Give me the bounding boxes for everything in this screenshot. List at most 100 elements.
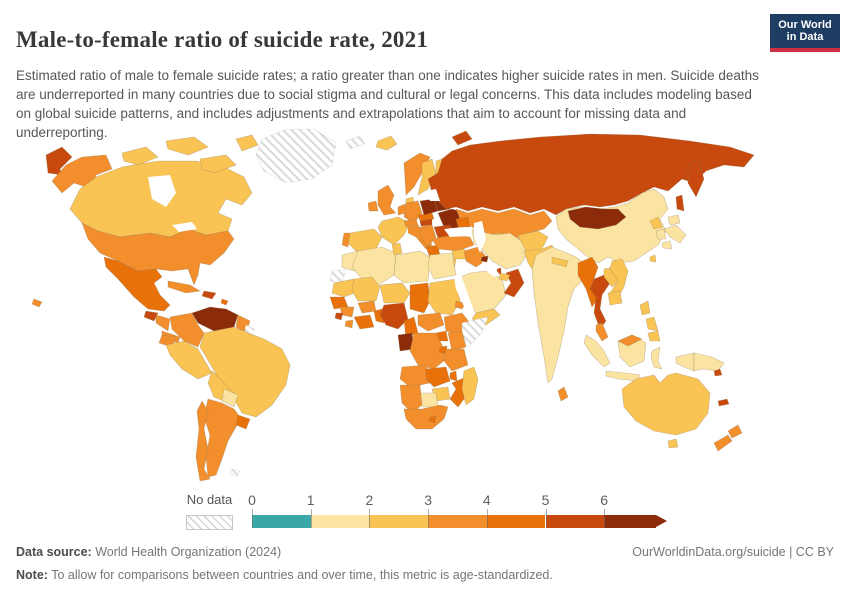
region-sulawesi[interactable] (650, 346, 663, 370)
region-uae[interactable] (498, 272, 511, 282)
region-hawaii[interactable] (31, 298, 43, 308)
region-nigeria[interactable] (379, 302, 409, 330)
legend-bin-2–3[interactable] (369, 515, 429, 528)
legend-bin-6+[interactable] (604, 515, 657, 528)
region-ireland[interactable] (367, 200, 379, 212)
region-sri-lanka[interactable] (557, 386, 569, 402)
region-chad[interactable] (409, 282, 431, 314)
region-sudan[interactable] (427, 278, 461, 316)
region-paraguay[interactable] (221, 388, 239, 408)
region-balkans[interactable] (419, 224, 437, 248)
region-sakhalin[interactable] (675, 194, 685, 212)
region-kamchatka[interactable] (687, 158, 705, 198)
region-philippines[interactable] (639, 300, 651, 316)
region-burkina-faso[interactable] (357, 300, 377, 314)
region-japan[interactable] (661, 240, 673, 250)
region-sweden[interactable] (417, 158, 437, 196)
legend-bin-3–4[interactable] (428, 515, 487, 528)
region-tanzania[interactable] (443, 348, 469, 372)
region-angola[interactable] (399, 364, 431, 388)
region-papua-new-guinea[interactable] (693, 352, 725, 372)
region-sierra-leone[interactable] (334, 312, 344, 321)
region-libya[interactable] (393, 250, 431, 284)
region-kenya[interactable] (447, 330, 467, 352)
region-canadian-arctic[interactable] (199, 154, 237, 174)
region-afghanistan[interactable] (517, 230, 549, 252)
region-north-korea[interactable] (649, 216, 663, 230)
region-canadian-arctic[interactable] (121, 146, 159, 166)
region-chile[interactable] (195, 400, 211, 482)
region-niger[interactable] (379, 282, 411, 304)
region-south-korea[interactable] (655, 228, 667, 240)
region-cuba[interactable] (167, 280, 201, 294)
region-iraq[interactable] (463, 246, 489, 268)
region-new-caledonia[interactable] (717, 398, 730, 407)
region-nepal[interactable] (551, 256, 569, 268)
region-svalbard[interactable] (345, 135, 366, 150)
region-oman[interactable] (503, 268, 525, 298)
legend-bin-0–1[interactable] (252, 515, 311, 528)
region-argentina[interactable] (203, 398, 241, 478)
region-guinea[interactable] (339, 306, 355, 318)
region-france[interactable] (377, 216, 411, 246)
legend-color-scale[interactable]: 0 1 2 3 4 5 6 (248, 492, 682, 530)
region-colombia[interactable] (169, 312, 205, 348)
region-kuwait[interactable] (480, 255, 489, 263)
region-india[interactable] (531, 246, 589, 384)
region-botswana[interactable] (419, 392, 439, 408)
region-malaysia-peninsula[interactable] (595, 322, 609, 342)
region-benelux[interactable] (397, 203, 407, 216)
region-tunisia[interactable] (391, 242, 403, 256)
legend-bin-1–2[interactable] (310, 515, 370, 528)
region-guatemala[interactable] (143, 310, 159, 322)
region-egypt[interactable] (427, 252, 457, 280)
region-cambodia[interactable] (607, 290, 623, 306)
region-philippines[interactable] (645, 316, 659, 332)
region-mexico[interactable] (103, 256, 171, 312)
region-australia[interactable] (621, 372, 711, 436)
region-solomon-islands[interactable] (713, 368, 723, 377)
region-borneo-malaysia[interactable] (617, 334, 643, 347)
region-central-african-republic[interactable] (417, 312, 445, 332)
region-cote-divoire-ghana[interactable] (353, 314, 375, 330)
region-iceland[interactable] (375, 135, 398, 151)
region-greenland[interactable] (255, 128, 337, 184)
region-russia-chukotka[interactable] (45, 146, 73, 176)
region-japan[interactable] (667, 214, 681, 226)
region-south-africa[interactable] (403, 404, 449, 430)
region-russia[interactable] (427, 133, 755, 216)
region-west-new-guinea[interactable] (675, 352, 695, 372)
region-hispaniola[interactable] (201, 290, 217, 300)
region-novaya-zemlya[interactable] (451, 130, 473, 146)
region-madagascar[interactable] (461, 366, 479, 406)
region-malawi[interactable] (449, 370, 458, 382)
region-iran[interactable] (477, 230, 529, 270)
region-germany[interactable] (403, 200, 423, 224)
region-tasmania[interactable] (667, 438, 679, 449)
region-canadian-arctic[interactable] (235, 134, 259, 152)
region-lesotho[interactable] (428, 415, 437, 424)
legend-no-data-swatch[interactable] (186, 515, 233, 530)
owid-logo[interactable]: Our World in Data (770, 14, 840, 52)
region-taiwan[interactable] (649, 254, 657, 263)
region-alaska[interactable] (51, 154, 113, 194)
region-zambia[interactable] (425, 366, 451, 388)
region-syria[interactable] (451, 248, 467, 260)
region-caribbean[interactable] (220, 298, 229, 306)
legend-bin-4–5[interactable] (486, 515, 546, 528)
region-uruguay[interactable] (235, 414, 251, 430)
region-mali[interactable] (351, 276, 381, 302)
region-algeria[interactable] (351, 246, 397, 286)
region-portugal[interactable] (341, 232, 351, 248)
region-canadian-arctic[interactable] (165, 136, 209, 156)
region-new-zealand[interactable] (713, 434, 733, 452)
legend-no-data[interactable]: No data (186, 492, 233, 530)
footer-link[interactable]: OurWorldinData.org/suicide | CC BY (632, 545, 834, 559)
region-new-zealand[interactable] (727, 424, 743, 439)
region-dr-congo[interactable] (409, 332, 447, 370)
region-mongolia[interactable] (567, 206, 627, 230)
region-sumatra[interactable] (583, 334, 611, 368)
region-venezuela[interactable] (191, 306, 239, 332)
legend-bin-5–6[interactable] (545, 515, 605, 528)
region-japan[interactable] (663, 224, 687, 244)
